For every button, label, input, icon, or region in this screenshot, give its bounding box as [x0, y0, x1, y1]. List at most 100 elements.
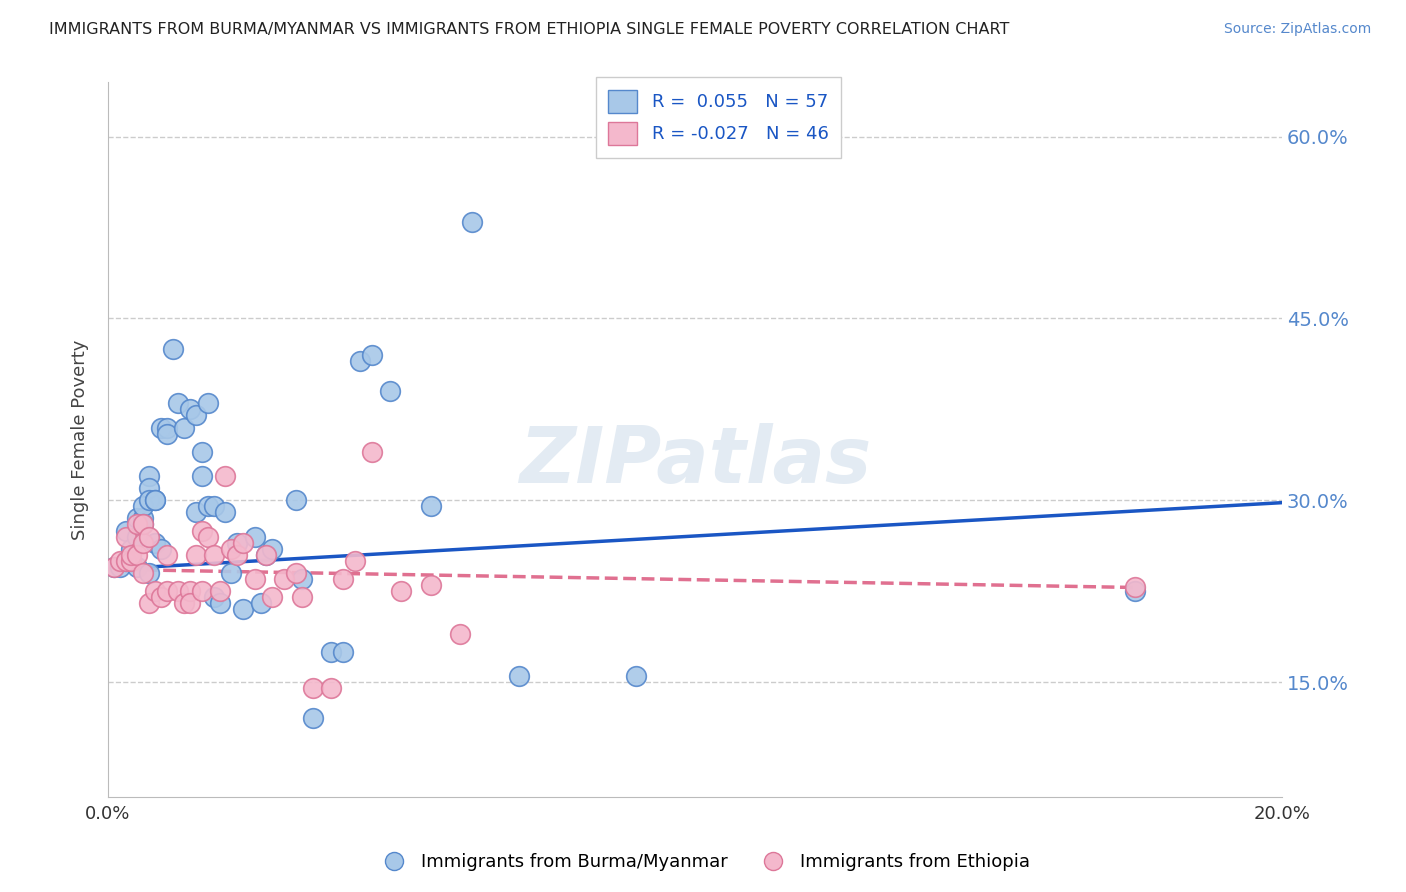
- Point: [143, 493, 166, 508]
- Point: [114, 530, 136, 544]
- Point: [419, 578, 441, 592]
- Point: [127, 548, 149, 562]
- Point: [138, 566, 160, 580]
- Point: [143, 584, 166, 599]
- Point: [143, 535, 166, 549]
- Point: [138, 469, 160, 483]
- Point: [156, 548, 179, 562]
- Point: [114, 554, 136, 568]
- Point: [173, 420, 195, 434]
- Point: [197, 530, 219, 544]
- Point: [132, 566, 155, 580]
- Point: [167, 584, 190, 599]
- Point: [232, 602, 254, 616]
- Point: [143, 493, 166, 508]
- Point: [226, 548, 249, 562]
- Point: [262, 541, 284, 556]
- Point: [284, 493, 307, 508]
- Point: [191, 444, 214, 458]
- Point: [508, 669, 530, 683]
- Y-axis label: Single Female Poverty: Single Female Poverty: [72, 340, 89, 540]
- Point: [156, 426, 179, 441]
- Point: [232, 535, 254, 549]
- Point: [162, 342, 184, 356]
- Text: IMMIGRANTS FROM BURMA/MYANMAR VS IMMIGRANTS FROM ETHIOPIA SINGLE FEMALE POVERTY : IMMIGRANTS FROM BURMA/MYANMAR VS IMMIGRA…: [49, 22, 1010, 37]
- Text: ZIPatlas: ZIPatlas: [519, 423, 872, 500]
- Point: [291, 590, 314, 604]
- Point: [419, 500, 441, 514]
- Point: [132, 535, 155, 549]
- Point: [167, 396, 190, 410]
- Point: [179, 584, 201, 599]
- Point: [302, 711, 325, 725]
- Legend: R =  0.055   N = 57, R = -0.027   N = 46: R = 0.055 N = 57, R = -0.027 N = 46: [596, 77, 841, 158]
- Point: [361, 348, 384, 362]
- Point: [121, 554, 143, 568]
- Point: [127, 530, 149, 544]
- Point: [132, 511, 155, 525]
- Point: [226, 535, 249, 549]
- Point: [208, 596, 231, 610]
- Point: [127, 517, 149, 532]
- Point: [191, 584, 214, 599]
- Point: [361, 444, 384, 458]
- Point: [132, 500, 155, 514]
- Point: [184, 505, 207, 519]
- Point: [127, 560, 149, 574]
- Point: [173, 596, 195, 610]
- Point: [138, 596, 160, 610]
- Point: [256, 548, 278, 562]
- Point: [108, 560, 131, 574]
- Point: [149, 590, 172, 604]
- Point: [191, 469, 214, 483]
- Point: [114, 524, 136, 538]
- Point: [197, 500, 219, 514]
- Point: [103, 560, 125, 574]
- Point: [191, 524, 214, 538]
- Point: [249, 596, 271, 610]
- Point: [127, 511, 149, 525]
- Point: [449, 626, 471, 640]
- Point: [284, 566, 307, 580]
- Point: [197, 396, 219, 410]
- Point: [202, 548, 225, 562]
- Point: [219, 541, 242, 556]
- Point: [156, 420, 179, 434]
- Point: [202, 500, 225, 514]
- Point: [214, 505, 236, 519]
- Point: [332, 572, 354, 586]
- Point: [461, 214, 484, 228]
- Point: [132, 517, 155, 532]
- Point: [149, 541, 172, 556]
- Point: [219, 566, 242, 580]
- Point: [626, 669, 648, 683]
- Text: Source: ZipAtlas.com: Source: ZipAtlas.com: [1223, 22, 1371, 37]
- Point: [214, 469, 236, 483]
- Point: [149, 420, 172, 434]
- Point: [179, 402, 201, 417]
- Point: [208, 584, 231, 599]
- Point: [343, 554, 366, 568]
- Point: [302, 681, 325, 695]
- Point: [1123, 581, 1146, 595]
- Point: [291, 572, 314, 586]
- Point: [273, 572, 295, 586]
- Legend: Immigrants from Burma/Myanmar, Immigrants from Ethiopia: Immigrants from Burma/Myanmar, Immigrant…: [368, 847, 1038, 879]
- Point: [184, 409, 207, 423]
- Point: [114, 554, 136, 568]
- Point: [319, 681, 342, 695]
- Point: [132, 517, 155, 532]
- Point: [103, 560, 125, 574]
- Point: [121, 541, 143, 556]
- Point: [256, 548, 278, 562]
- Point: [121, 548, 143, 562]
- Point: [319, 645, 342, 659]
- Point: [1123, 584, 1146, 599]
- Point: [378, 384, 401, 399]
- Point: [349, 354, 371, 368]
- Point: [332, 645, 354, 659]
- Point: [202, 590, 225, 604]
- Point: [243, 572, 266, 586]
- Point: [184, 548, 207, 562]
- Point: [243, 530, 266, 544]
